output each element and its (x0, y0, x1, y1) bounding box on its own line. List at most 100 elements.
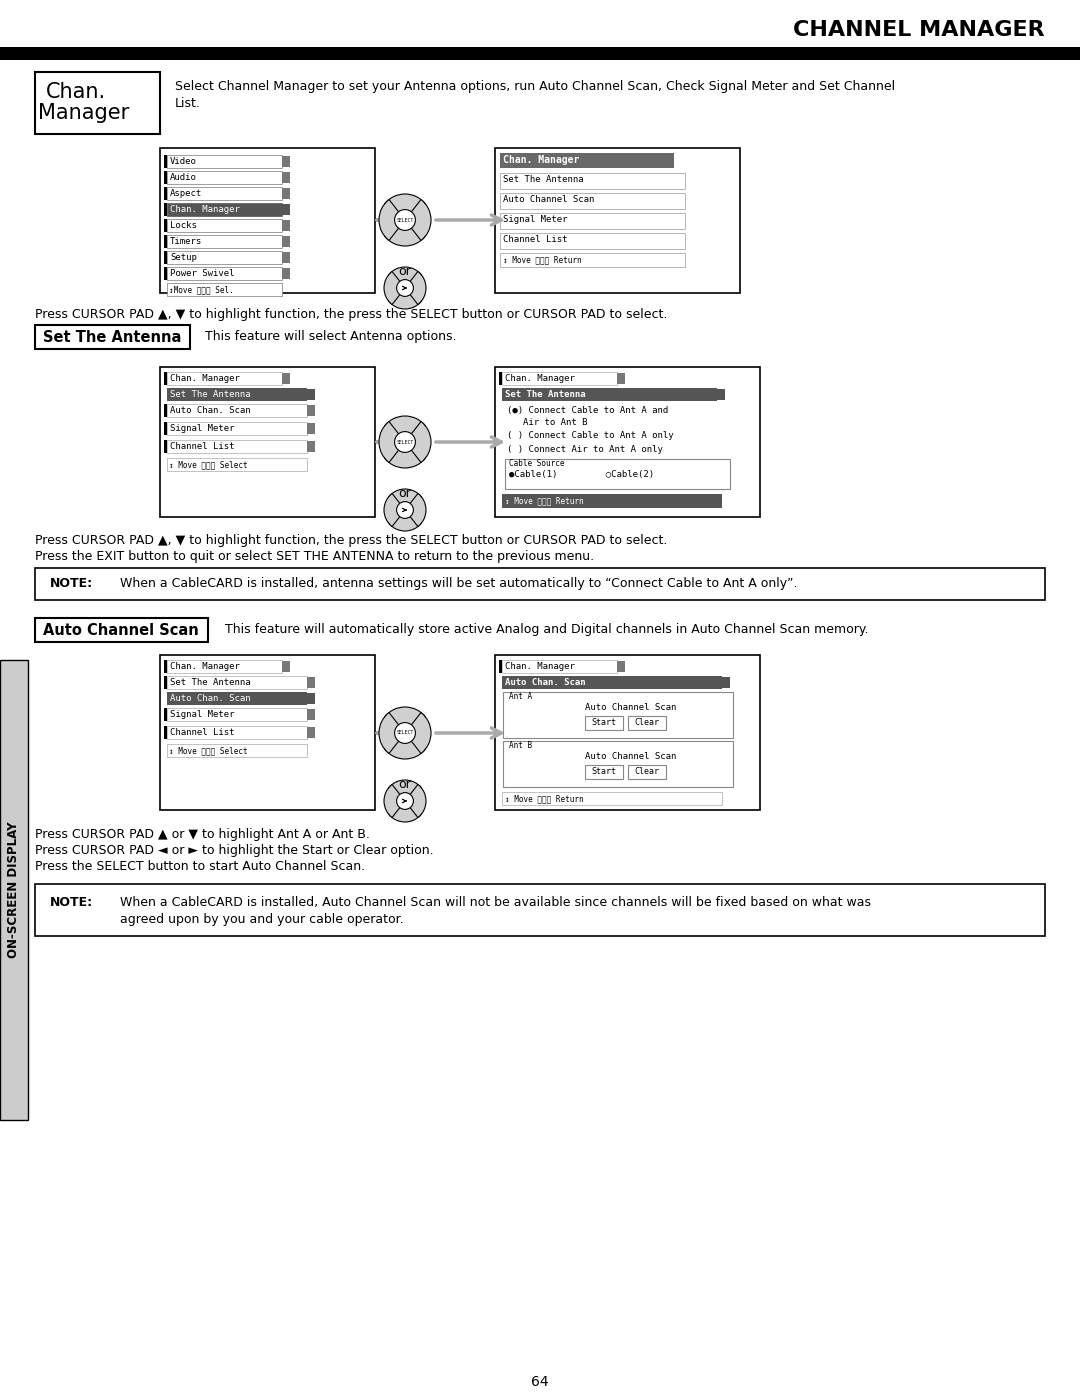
Bar (499, 372, 502, 386)
Text: Channel List: Channel List (170, 441, 234, 451)
Bar (307, 423, 315, 434)
Text: Set The Antenna: Set The Antenna (170, 390, 251, 400)
Bar (164, 726, 167, 739)
Text: ↕ Move ⓈⓂⓁ Return: ↕ Move ⓈⓂⓁ Return (503, 256, 582, 264)
Bar (502, 372, 617, 386)
Text: CHANNEL MANAGER: CHANNEL MANAGER (794, 20, 1045, 41)
Text: SELECT: SELECT (396, 218, 414, 222)
Wedge shape (384, 733, 426, 759)
Bar (500, 233, 685, 249)
Bar (160, 655, 375, 810)
Bar (164, 187, 167, 200)
Wedge shape (384, 785, 405, 817)
Text: Auto Channel Scan: Auto Channel Scan (585, 703, 676, 712)
Text: Ant A: Ant A (509, 692, 532, 701)
Bar (167, 155, 282, 168)
Text: Chan. Manager: Chan. Manager (505, 374, 575, 383)
Bar (164, 203, 167, 217)
Text: Auto Chan. Scan: Auto Chan. Scan (170, 407, 251, 415)
Text: Auto Channel Scan: Auto Channel Scan (503, 196, 594, 204)
Bar (164, 440, 167, 453)
Bar (500, 212, 685, 229)
Bar (282, 204, 291, 215)
Wedge shape (379, 422, 405, 462)
Bar (500, 173, 685, 189)
Text: (●) Connect Cable to Ant A and: (●) Connect Cable to Ant A and (507, 407, 669, 415)
Text: ↕ Move ⓈⓂⓁ Select: ↕ Move ⓈⓂⓁ Select (168, 460, 247, 469)
Text: Press CURSOR PAD ▲, ▼ to highlight function, the press the SELECT button or CURS: Press CURSOR PAD ▲, ▼ to highlight funct… (35, 307, 667, 321)
Bar (160, 367, 375, 517)
Wedge shape (389, 800, 421, 821)
Text: When a CableCARD is installed, antenna settings will be set automatically to “Co: When a CableCARD is installed, antenna s… (120, 577, 797, 590)
Wedge shape (384, 219, 426, 246)
Text: Press the EXIT button to quit or select SET THE ANTENNA to return to the previou: Press the EXIT button to quit or select … (35, 550, 594, 563)
Bar (617, 661, 625, 672)
Bar (167, 187, 282, 200)
Text: Clear: Clear (635, 718, 660, 726)
Bar (167, 422, 307, 434)
Text: Set The Antenna: Set The Antenna (43, 330, 181, 345)
Text: Start: Start (592, 718, 617, 726)
Text: Chan. Manager: Chan. Manager (170, 374, 240, 383)
Wedge shape (405, 422, 431, 462)
Bar (617, 373, 625, 384)
Wedge shape (389, 267, 421, 288)
Bar (164, 422, 167, 434)
Bar (307, 388, 315, 400)
Text: When a CableCARD is installed, Auto Channel Scan will not be available since cha: When a CableCARD is installed, Auto Chan… (120, 895, 870, 909)
Bar (167, 726, 307, 739)
Bar (35, 73, 160, 134)
Bar (164, 170, 167, 184)
Wedge shape (379, 200, 405, 240)
Wedge shape (379, 712, 405, 753)
Text: Ant B: Ant B (509, 740, 532, 750)
Bar (282, 189, 291, 198)
Text: Audio: Audio (170, 173, 197, 182)
Text: Auto Channel Scan: Auto Channel Scan (43, 623, 199, 638)
Text: Manager: Manager (38, 103, 130, 123)
Wedge shape (389, 780, 421, 800)
Bar (495, 367, 760, 517)
Text: ( ) Connect Cable to Ant A only: ( ) Connect Cable to Ant A only (507, 432, 674, 440)
Bar (167, 203, 282, 217)
Bar (0, 54, 1080, 60)
Text: or: or (399, 265, 411, 278)
Bar (167, 219, 282, 232)
Wedge shape (405, 712, 431, 753)
Bar (665, 154, 674, 168)
Bar (500, 253, 685, 267)
Text: Press CURSOR PAD ▲ or ▼ to highlight Ant A or Ant B.: Press CURSOR PAD ▲ or ▼ to highlight Ant… (35, 828, 369, 841)
Bar (505, 460, 730, 489)
Bar (500, 154, 665, 168)
Wedge shape (405, 493, 426, 527)
Wedge shape (389, 489, 421, 510)
Bar (167, 170, 282, 184)
Bar (495, 655, 760, 810)
Bar (282, 219, 291, 231)
Bar (167, 659, 282, 673)
Text: agreed upon by you and your cable operator.: agreed upon by you and your cable operat… (120, 914, 404, 926)
Text: Chan.: Chan. (46, 82, 106, 102)
Bar (495, 148, 740, 293)
Bar (502, 388, 717, 401)
Bar (585, 766, 623, 780)
Text: 64: 64 (531, 1375, 549, 1389)
Text: Air to Ant B: Air to Ant B (523, 418, 588, 427)
Bar (500, 193, 685, 210)
Text: Auto Channel Scan: Auto Channel Scan (585, 752, 676, 761)
Circle shape (394, 722, 416, 743)
Wedge shape (384, 707, 426, 733)
Text: Channel List: Channel List (503, 235, 567, 244)
Text: Signal Meter: Signal Meter (170, 710, 234, 719)
Text: Locks: Locks (170, 221, 197, 231)
Text: ↕ Move ⓈⓂⓁ Select: ↕ Move ⓈⓂⓁ Select (168, 746, 247, 754)
Bar (307, 678, 315, 687)
Text: NOTE:: NOTE: (50, 577, 93, 590)
Bar (164, 219, 167, 232)
Bar (164, 659, 167, 673)
Bar (282, 236, 291, 247)
Wedge shape (384, 194, 426, 219)
Wedge shape (389, 510, 421, 531)
Text: Set The Antenna: Set The Antenna (505, 390, 585, 400)
Bar (167, 267, 282, 279)
